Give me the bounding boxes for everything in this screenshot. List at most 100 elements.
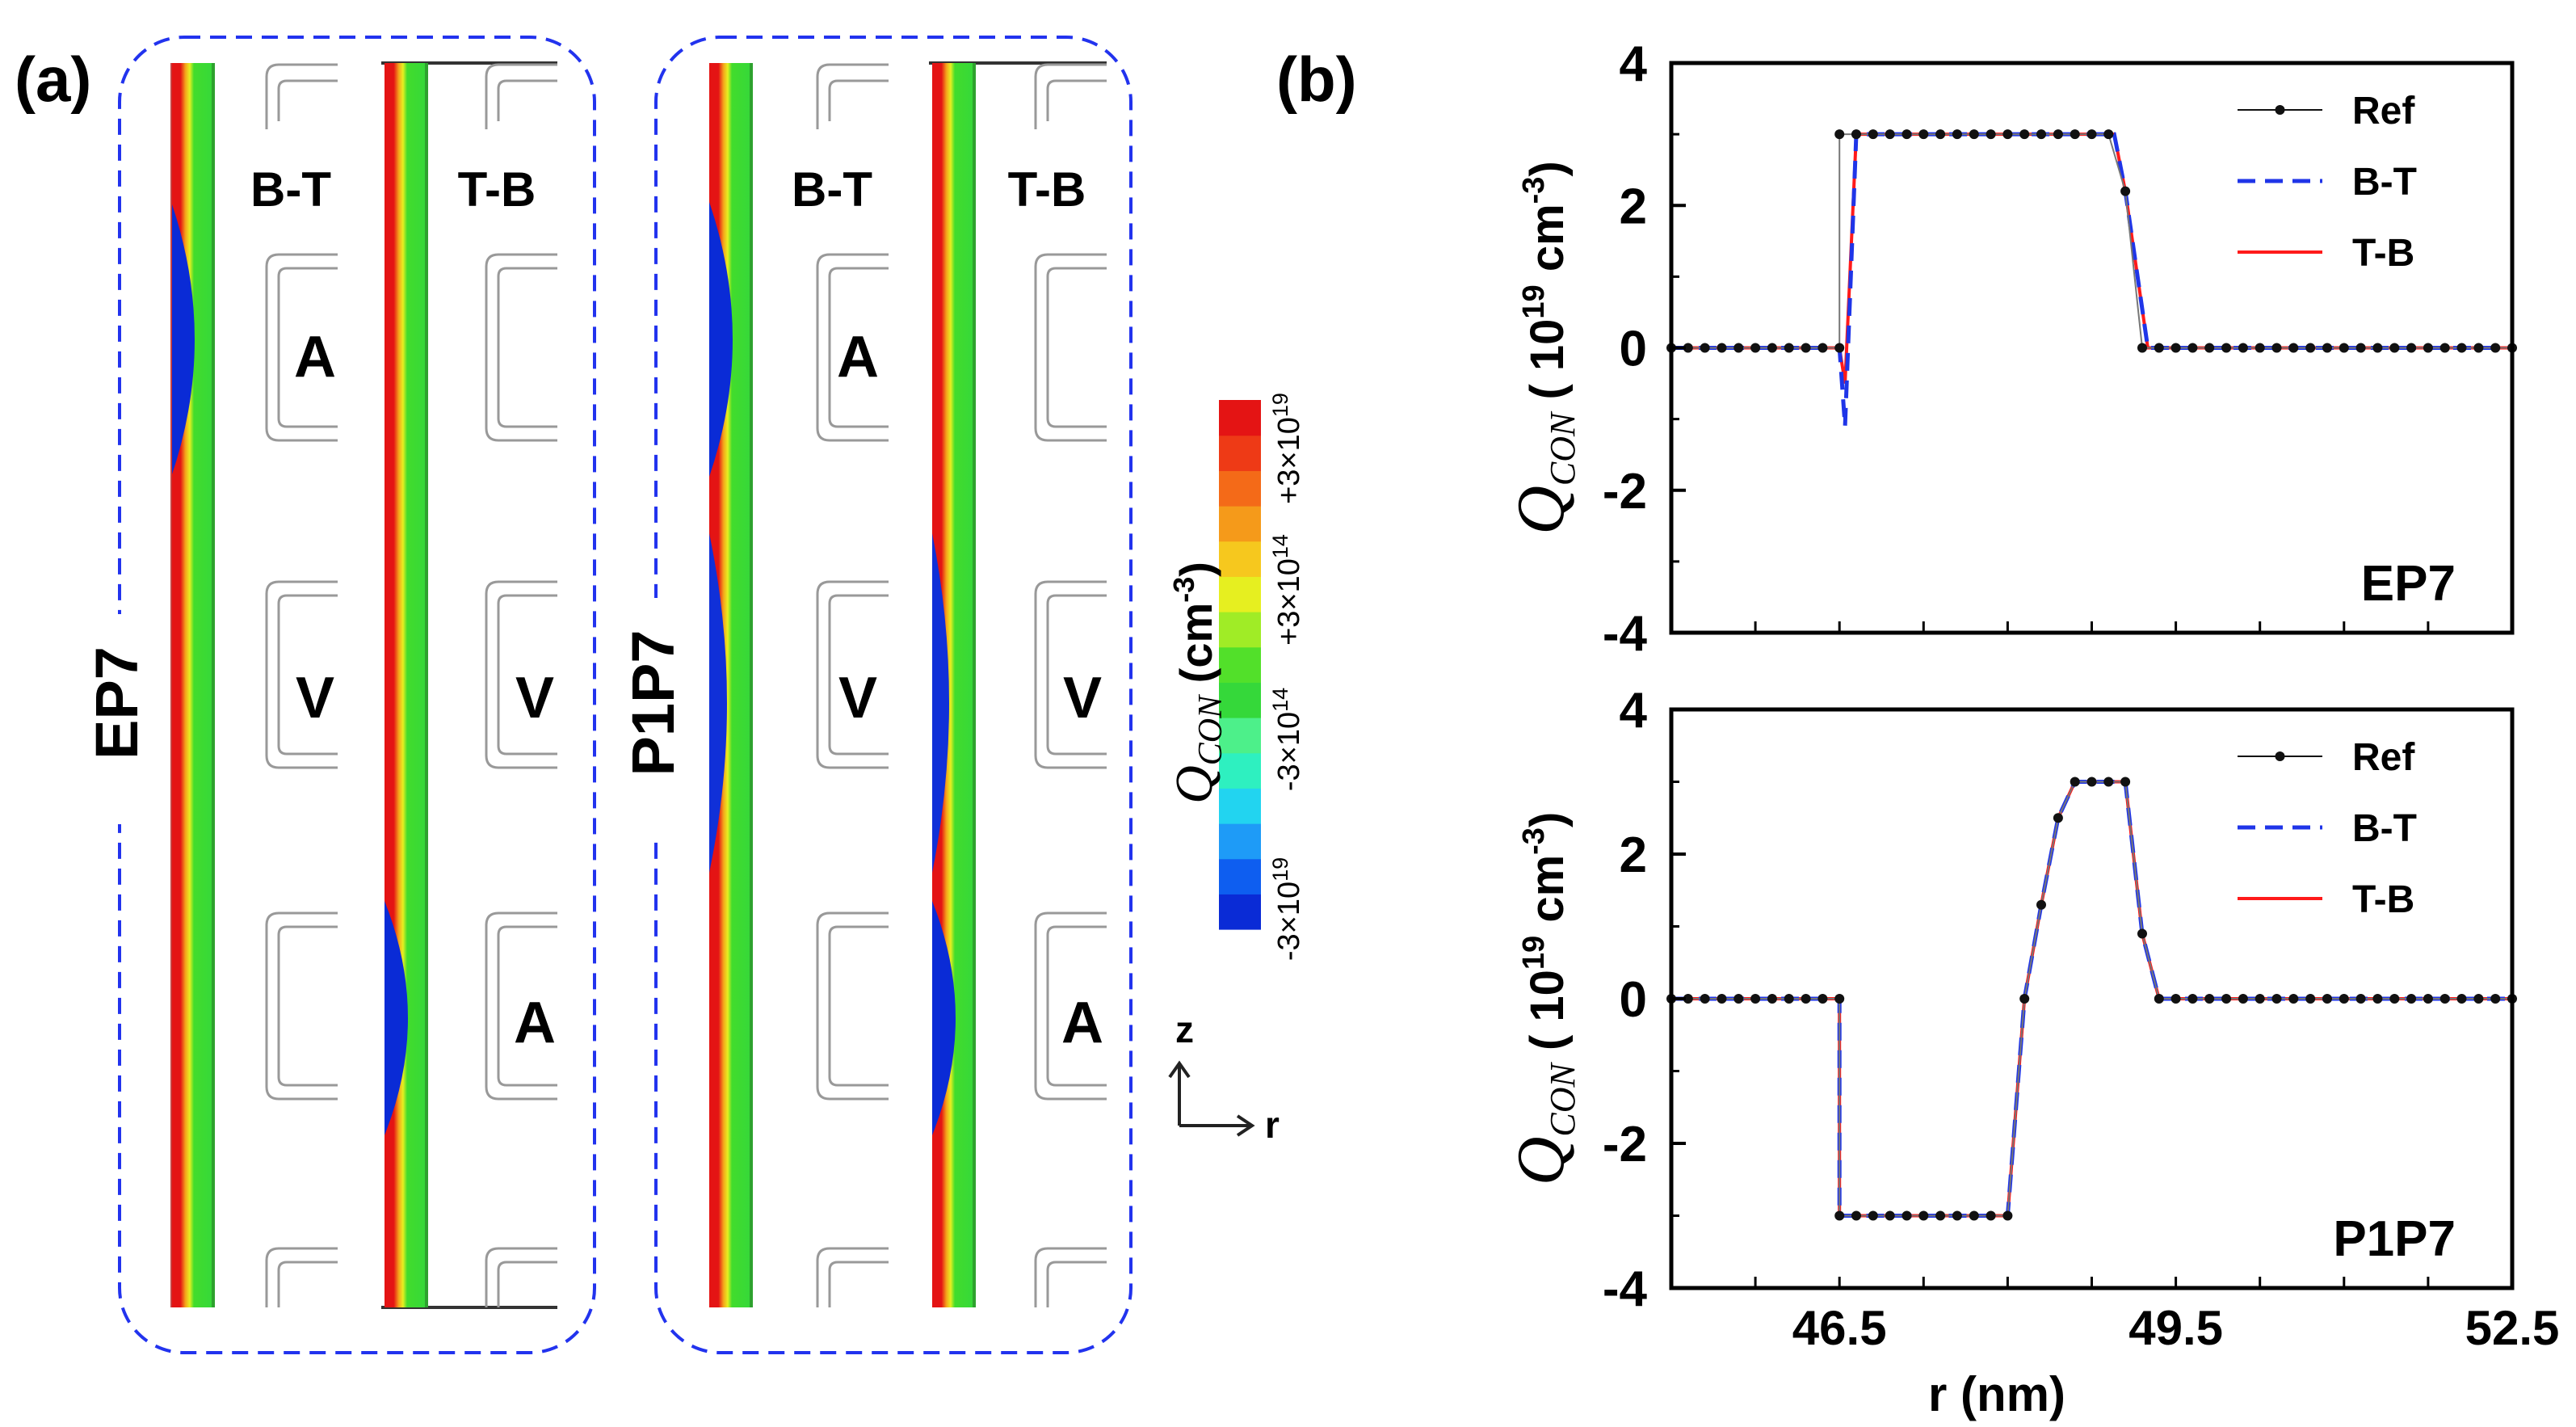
data-point-ref [1767,994,1777,1004]
gate-outline [816,911,889,1101]
data-point-ref [1868,1210,1878,1221]
data-point-ref [2473,994,2484,1004]
gate-outline [828,594,889,756]
colorbar-tick-label: +3×1014 [1268,534,1306,646]
gate-outline [277,267,338,428]
data-point-ref [2439,994,2450,1004]
gate-outline [497,1261,557,1307]
legend-label: Ref [2352,736,2415,779]
data-point-ref [2170,343,2181,353]
data-point-ref [2137,343,2147,353]
gate-outline [1046,594,1107,756]
column-title: B-T [250,162,331,217]
x-tick-label: 49.5 [2128,1301,2223,1355]
gate-outline [1046,925,1107,1087]
colorbar-cell [1219,506,1261,542]
data-point-ref [2406,994,2417,1004]
data-point-ref [2070,777,2080,787]
data-point-ref [2355,994,2366,1004]
column-title: T-B [1008,162,1086,217]
gate-outline [828,1261,889,1307]
group-ep7: EP7 B-T A V T-B [77,36,596,1354]
data-point-ref [1935,1210,1946,1221]
y-axis-label-part: 19 [1517,284,1551,318]
y-axis-label-part: CON [1543,1061,1582,1136]
legend: Ref B-T T-B [2238,736,2417,921]
legend-label: Ref [2352,90,2415,133]
gate-outline [1034,253,1107,442]
data-point-ref [2120,186,2131,196]
y-axis-label-part: Q [1503,486,1578,535]
y-axis-label-part: ( 10 [1521,970,1574,1063]
data-point-ref [1986,129,1996,140]
panel-b-label: (b) [1276,44,1357,115]
gate-outline [1046,79,1107,121]
data-point-ref [2170,994,2181,1004]
data-point-ref [1801,343,1811,353]
data-point-ref [2339,343,2349,353]
data-point-ref [2456,994,2467,1004]
colorbar-tick-exponent: 19 [1268,857,1292,882]
data-point-ref [2036,129,2046,140]
data-point-ref [1918,1210,1929,1221]
group-label: P1P7 [620,629,687,776]
axes-direction-icon: z r [1168,1008,1280,1146]
colorbar-cell [1219,646,1261,683]
colorbar-title-units: (cm [1170,603,1221,696]
data-point-ref [1733,343,1744,353]
series-line-ref [1671,781,2512,1217]
data-point-ref [1834,1210,1845,1221]
colorbar-tick-label: -3×1019 [1268,857,1306,961]
y-axis-label: QCON ( 1019 cm-3) [1503,812,1582,1186]
data-point-ref [2305,343,2316,353]
colorbar-tick-mantissa: -3×10 [1272,882,1306,961]
gate-outline [816,580,889,769]
data-point-ref [1767,343,1777,353]
depletion-region [709,533,727,873]
data-point-ref [2288,994,2299,1004]
y-tick-label: -2 [1603,1117,1647,1172]
data-point-ref [2086,129,2097,140]
data-point-ref [2103,777,2114,787]
gate-letter: A [514,991,556,1055]
panel-a-label: (a) [15,44,91,115]
data-point-ref [2187,994,2198,1004]
data-point-ref [1952,129,1962,140]
colorbar-cell [1219,823,1261,860]
axis-z-label: z [1175,1008,1194,1050]
group-p1p7: P1P7 B-T A V T-B [614,36,1133,1354]
gate-letter: V [1063,666,1102,730]
data-point-ref [2002,1210,2013,1221]
colorbar-cell [1219,435,1261,471]
legend-label: B-T [2352,161,2417,204]
x-tick-label: 46.5 [1792,1301,1887,1355]
gate-outline [265,911,338,1101]
data-point-ref [2255,994,2265,1004]
gate-outline [277,79,338,121]
colorbar-cell [1219,541,1261,577]
gate-letter: V [838,666,877,730]
y-tick-label: 0 [1620,322,1647,377]
column-tb: T-B V A [381,61,557,1309]
gate-outline [277,594,338,756]
data-point-ref [2423,343,2433,353]
gate-outline [485,253,557,442]
data-point-ref [2439,343,2450,353]
data-point-ref [1868,129,1878,140]
data-point-ref [1986,1210,1996,1221]
gate-outline [277,925,338,1087]
data-point-ref [2103,129,2114,140]
data-point-ref [1902,129,1912,140]
data-point-ref [1683,994,1693,1004]
gate-letter: A [837,325,879,389]
chart-title: EP7 [2361,556,2456,612]
x-tick-label: 52.5 [2465,1301,2560,1355]
gate-outline [265,253,338,442]
data-point-ref [2238,343,2248,353]
data-point-ref [2271,343,2282,353]
data-point-ref [2389,343,2400,353]
data-point-ref [1817,994,1828,1004]
gate-letter: A [294,325,336,389]
colorbar-cell [1219,858,1261,895]
